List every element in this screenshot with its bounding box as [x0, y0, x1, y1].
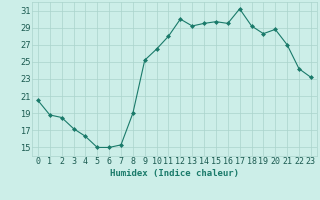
X-axis label: Humidex (Indice chaleur): Humidex (Indice chaleur): [110, 169, 239, 178]
